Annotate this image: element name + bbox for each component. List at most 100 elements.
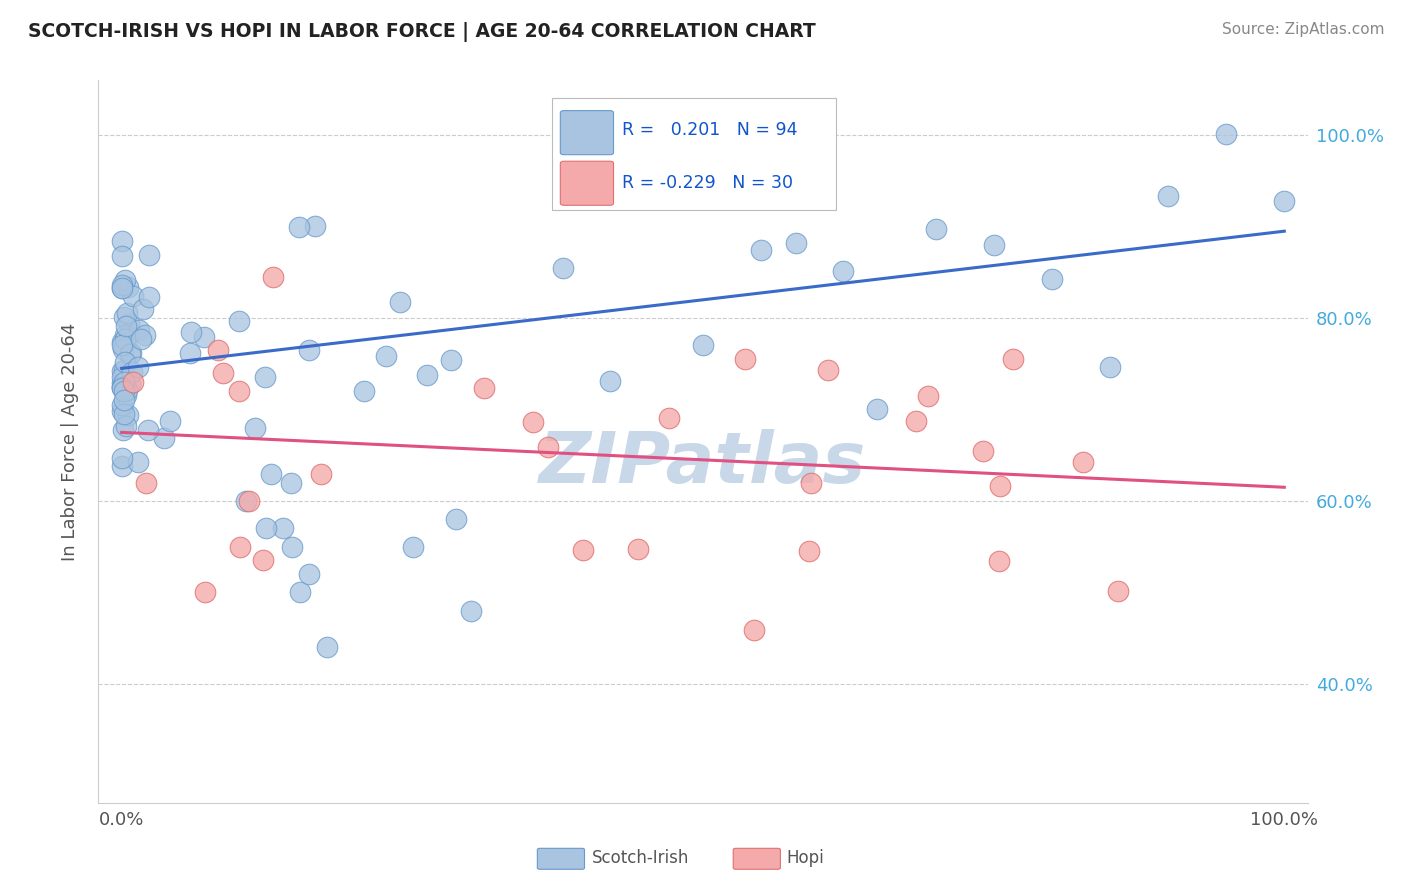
Point bbox=[353, 384, 375, 398]
Point bbox=[120, 376, 142, 391]
Point bbox=[114, 332, 136, 346]
Point bbox=[254, 370, 277, 384]
Point bbox=[132, 302, 155, 317]
Point bbox=[905, 414, 928, 428]
Point bbox=[627, 542, 650, 557]
Point bbox=[111, 451, 134, 466]
Point bbox=[118, 347, 141, 361]
FancyBboxPatch shape bbox=[734, 848, 780, 870]
Point bbox=[1107, 584, 1129, 599]
Point bbox=[111, 364, 134, 378]
Point bbox=[127, 359, 149, 374]
Point bbox=[111, 334, 134, 349]
Point bbox=[460, 604, 482, 618]
Point bbox=[127, 455, 149, 469]
Point bbox=[988, 479, 1011, 493]
Point bbox=[211, 366, 233, 380]
Point bbox=[252, 553, 274, 567]
Point bbox=[553, 260, 575, 275]
Point bbox=[304, 219, 326, 233]
Point bbox=[235, 494, 257, 508]
Point bbox=[1272, 194, 1295, 209]
Point bbox=[111, 249, 134, 263]
Point bbox=[112, 375, 135, 389]
Point bbox=[111, 370, 134, 384]
Point bbox=[111, 234, 134, 248]
Point bbox=[112, 343, 135, 357]
Point bbox=[866, 402, 889, 417]
Point bbox=[118, 316, 141, 330]
Point bbox=[917, 389, 939, 403]
Point bbox=[193, 330, 215, 344]
Point bbox=[1040, 272, 1063, 286]
Point bbox=[112, 310, 135, 324]
Point bbox=[111, 281, 134, 295]
Point bbox=[111, 381, 134, 395]
Point bbox=[572, 542, 595, 557]
Text: Hopi: Hopi bbox=[786, 849, 824, 867]
Point bbox=[260, 467, 283, 481]
Point bbox=[111, 458, 134, 473]
Point bbox=[785, 236, 807, 251]
Point bbox=[111, 398, 134, 412]
Point bbox=[114, 388, 136, 402]
Point bbox=[114, 327, 136, 342]
Point bbox=[121, 365, 143, 379]
Point bbox=[122, 289, 145, 303]
Point bbox=[243, 421, 266, 435]
Text: SCOTCH-IRISH VS HOPI IN LABOR FORCE | AGE 20-64 CORRELATION CHART: SCOTCH-IRISH VS HOPI IN LABOR FORCE | AG… bbox=[28, 22, 815, 42]
Point bbox=[111, 380, 134, 394]
Point bbox=[128, 323, 150, 337]
Point bbox=[316, 640, 339, 655]
Point bbox=[112, 407, 135, 421]
Point bbox=[229, 540, 252, 554]
FancyBboxPatch shape bbox=[561, 161, 613, 205]
Point bbox=[111, 403, 134, 417]
Point bbox=[972, 444, 994, 458]
Point bbox=[129, 332, 152, 346]
Point bbox=[374, 349, 396, 363]
FancyBboxPatch shape bbox=[561, 111, 613, 154]
Point bbox=[111, 337, 134, 351]
Text: Scotch-Irish: Scotch-Irish bbox=[592, 849, 689, 867]
Point bbox=[115, 383, 138, 397]
Point bbox=[228, 384, 250, 399]
Point bbox=[439, 353, 461, 368]
Point bbox=[114, 419, 136, 434]
Point bbox=[238, 494, 260, 508]
Point bbox=[288, 219, 311, 234]
Point bbox=[153, 431, 176, 445]
Point bbox=[817, 363, 839, 377]
Point bbox=[742, 624, 765, 638]
Point bbox=[254, 521, 277, 535]
Point bbox=[135, 475, 157, 490]
Text: R = -0.229   N = 30: R = -0.229 N = 30 bbox=[621, 174, 793, 192]
Point bbox=[138, 290, 160, 304]
Point bbox=[111, 424, 134, 438]
Point bbox=[111, 278, 134, 293]
Point bbox=[122, 375, 145, 389]
Point bbox=[987, 554, 1010, 568]
Point bbox=[180, 326, 202, 340]
Point bbox=[281, 540, 304, 554]
Text: Source: ZipAtlas.com: Source: ZipAtlas.com bbox=[1222, 22, 1385, 37]
Point bbox=[1215, 127, 1237, 141]
Point bbox=[194, 585, 217, 599]
Point bbox=[290, 585, 312, 599]
Point bbox=[207, 343, 229, 358]
Point bbox=[472, 381, 495, 395]
Text: R =   0.201   N = 94: R = 0.201 N = 94 bbox=[621, 121, 797, 139]
Point bbox=[924, 222, 946, 236]
Point bbox=[1002, 351, 1025, 366]
Point bbox=[280, 475, 302, 490]
Point bbox=[734, 351, 756, 366]
Point bbox=[831, 264, 853, 278]
Point bbox=[537, 440, 560, 454]
Point bbox=[983, 237, 1005, 252]
Point bbox=[111, 380, 134, 394]
Y-axis label: In Labor Force | Age 20-64: In Labor Force | Age 20-64 bbox=[60, 322, 79, 561]
Point bbox=[402, 540, 425, 554]
Point bbox=[1157, 188, 1180, 202]
Point bbox=[416, 368, 439, 383]
Point bbox=[271, 521, 294, 535]
